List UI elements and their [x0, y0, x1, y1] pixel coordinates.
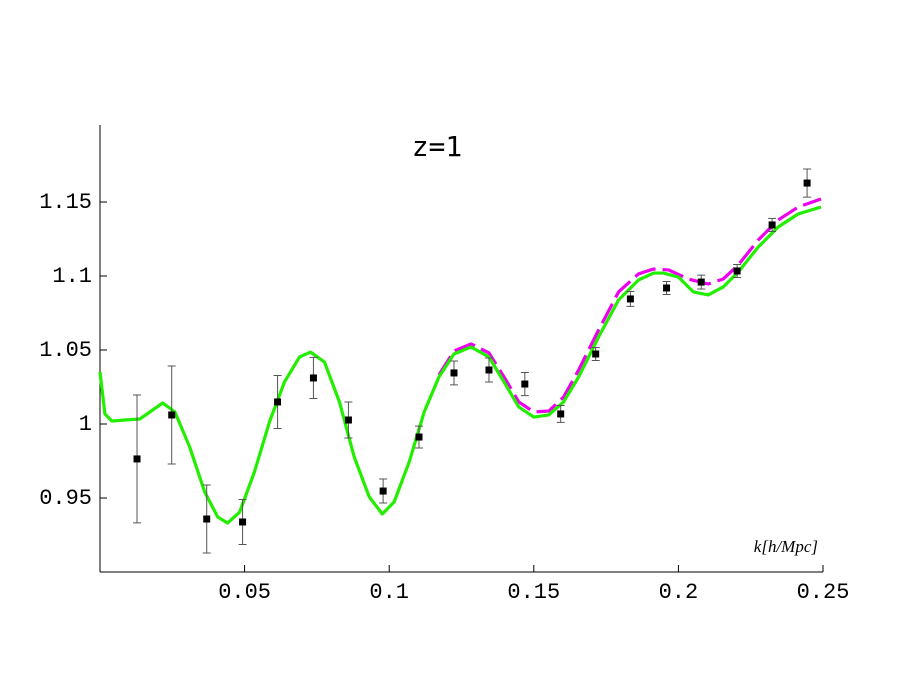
data-point	[450, 369, 458, 377]
data-point	[379, 487, 387, 495]
y-tick-label: 1.05	[39, 338, 92, 363]
x-tick-label: 0.25	[797, 580, 850, 605]
y-tick-label: 1.1	[52, 264, 92, 289]
x-tick-label: 0.2	[659, 580, 699, 605]
data-point	[697, 278, 705, 286]
y-tick-label: 1	[79, 412, 92, 437]
data-point	[557, 410, 565, 418]
data-point	[344, 416, 352, 424]
data-point	[274, 398, 282, 406]
data-point	[309, 374, 317, 382]
x-tick-label: 0.05	[218, 580, 271, 605]
data-point	[803, 179, 811, 187]
y-tick-label: 0.95	[39, 486, 92, 511]
data-point	[768, 221, 776, 229]
data-point	[415, 433, 423, 441]
data-point	[521, 380, 529, 388]
y-tick-label: 1.15	[39, 190, 92, 215]
x-tick-label: 0.1	[369, 580, 409, 605]
x-tick-label: 0.15	[507, 580, 560, 605]
data-point	[133, 455, 141, 463]
curve	[98, 205, 822, 525]
data-point	[592, 350, 600, 358]
data-point	[203, 515, 211, 523]
data-point	[485, 366, 493, 374]
x-axis-label: k[h/Mpc]	[754, 537, 818, 556]
data-point	[733, 267, 741, 275]
data-point	[626, 295, 634, 303]
curve	[437, 197, 822, 414]
data-point	[239, 518, 247, 526]
data-point	[663, 284, 671, 292]
chart-title: z=1	[412, 130, 463, 163]
data-point	[168, 411, 176, 419]
